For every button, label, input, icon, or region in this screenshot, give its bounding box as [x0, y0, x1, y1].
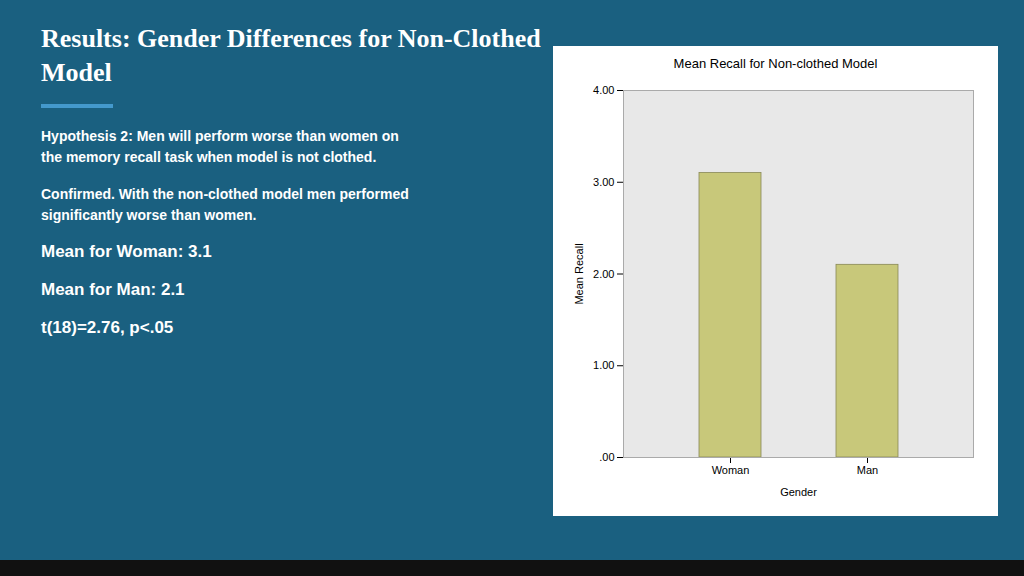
html-text:Mean for Woman: 3.1: Mean for Woman: 3.1: [41, 241, 212, 261]
html-text:t(18)=2.76, p<.05: t(18)=2.76, p<.05: [41, 317, 174, 337]
html-text:Results: Gender Differences fo: Results: Gender Differences for Non-Clot…: [41, 24, 541, 87]
svg-text:Gender: Gender: [780, 486, 817, 498]
html-text:Confirmed. With the non-clothe: Confirmed. With the non-clothed model me…: [41, 185, 409, 223]
html-text:Mean Recall for Non-clothed Mo: Mean Recall for Non-clothed Model: [673, 56, 878, 71]
svg-text:1.00: 1.00: [593, 359, 614, 371]
svg-text:4.00: 4.00: [593, 84, 614, 96]
html-text:Mean for Man: 2.1: Mean for Man: 2.1: [41, 279, 185, 299]
svg-text:.00: .00: [599, 451, 614, 463]
svg-text:Woman: Woman: [712, 464, 750, 476]
html-text:Hypothesis 2: Men will perform: Hypothesis 2: Men will perform worse tha…: [41, 127, 399, 165]
svg-text:2.00: 2.00: [593, 268, 614, 280]
svg-text:3.00: 3.00: [593, 176, 614, 188]
svg-text:Man: Man: [857, 464, 878, 476]
svg-text:Mean Recall: Mean Recall: [573, 243, 585, 304]
